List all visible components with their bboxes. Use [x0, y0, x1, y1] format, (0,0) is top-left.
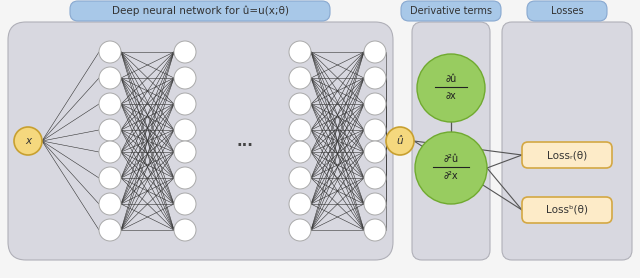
- Circle shape: [99, 93, 121, 115]
- Text: Lossᵣ(θ): Lossᵣ(θ): [547, 150, 587, 160]
- Circle shape: [289, 219, 311, 241]
- Circle shape: [364, 93, 386, 115]
- Text: ...: ...: [237, 133, 253, 148]
- Circle shape: [364, 219, 386, 241]
- Circle shape: [289, 93, 311, 115]
- FancyBboxPatch shape: [70, 1, 330, 21]
- Circle shape: [174, 119, 196, 141]
- Circle shape: [174, 167, 196, 189]
- FancyBboxPatch shape: [401, 1, 501, 21]
- Text: ∂²û: ∂²û: [444, 154, 459, 164]
- Circle shape: [364, 141, 386, 163]
- Circle shape: [289, 119, 311, 141]
- Circle shape: [99, 41, 121, 63]
- Text: Losses: Losses: [550, 6, 583, 16]
- Circle shape: [364, 41, 386, 63]
- Text: ∂²x: ∂²x: [444, 171, 458, 181]
- Circle shape: [364, 119, 386, 141]
- Circle shape: [364, 167, 386, 189]
- Circle shape: [289, 167, 311, 189]
- FancyBboxPatch shape: [412, 22, 490, 260]
- Text: Deep neural network for û=u(x;θ): Deep neural network for û=u(x;θ): [111, 6, 289, 16]
- Circle shape: [99, 193, 121, 215]
- Circle shape: [415, 132, 487, 204]
- Text: ∂û: ∂û: [445, 74, 456, 84]
- Circle shape: [364, 67, 386, 89]
- Circle shape: [99, 141, 121, 163]
- Circle shape: [99, 219, 121, 241]
- Text: û: û: [397, 136, 403, 146]
- FancyBboxPatch shape: [8, 22, 393, 260]
- FancyBboxPatch shape: [522, 197, 612, 223]
- Circle shape: [174, 93, 196, 115]
- Circle shape: [289, 67, 311, 89]
- Text: Derivative terms: Derivative terms: [410, 6, 492, 16]
- Circle shape: [364, 193, 386, 215]
- Circle shape: [174, 141, 196, 163]
- Circle shape: [417, 54, 485, 122]
- FancyBboxPatch shape: [522, 142, 612, 168]
- Text: ∂x: ∂x: [445, 91, 456, 101]
- Circle shape: [174, 67, 196, 89]
- Circle shape: [289, 193, 311, 215]
- Text: x: x: [25, 136, 31, 146]
- Circle shape: [386, 127, 414, 155]
- Circle shape: [174, 219, 196, 241]
- Circle shape: [174, 41, 196, 63]
- Circle shape: [99, 67, 121, 89]
- Circle shape: [14, 127, 42, 155]
- FancyBboxPatch shape: [527, 1, 607, 21]
- Circle shape: [174, 193, 196, 215]
- Circle shape: [289, 41, 311, 63]
- Circle shape: [289, 141, 311, 163]
- Circle shape: [99, 167, 121, 189]
- Text: Lossᵇ(θ): Lossᵇ(θ): [546, 205, 588, 215]
- FancyBboxPatch shape: [502, 22, 632, 260]
- Circle shape: [99, 119, 121, 141]
